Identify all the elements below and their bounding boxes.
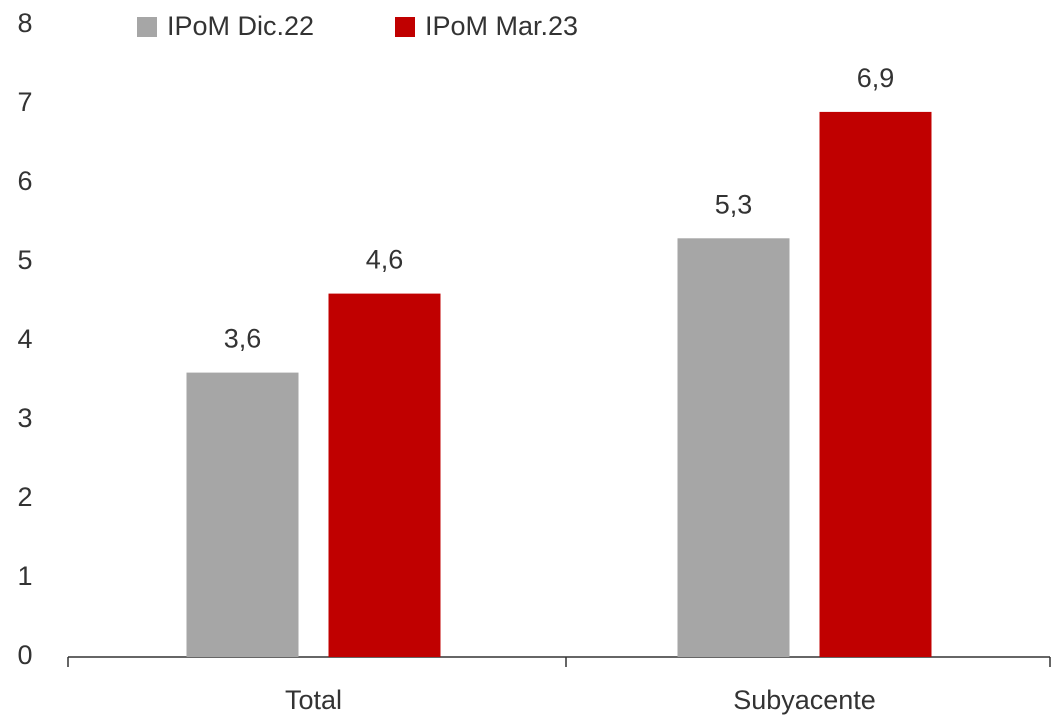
bar — [328, 293, 441, 657]
bar — [186, 372, 299, 657]
value-label: 5,3 — [715, 189, 753, 219]
y-tick-label: 8 — [17, 8, 32, 38]
value-label: 3,6 — [224, 324, 262, 354]
y-tick-label: 6 — [17, 166, 32, 196]
legend-swatch — [395, 17, 415, 37]
y-tick-label: 5 — [17, 245, 32, 275]
value-label: 4,6 — [366, 245, 404, 275]
y-tick-label: 2 — [17, 482, 32, 512]
legend-swatch — [137, 17, 157, 37]
y-tick-label: 3 — [17, 403, 32, 433]
bar — [677, 238, 790, 658]
x-tick-label: Subyacente — [733, 685, 876, 715]
x-tick-label: Total — [285, 685, 342, 715]
legend-label: IPoM Mar.23 — [425, 11, 578, 41]
value-label: 6,9 — [857, 63, 895, 93]
y-tick-label: 1 — [17, 561, 32, 591]
y-tick-label: 7 — [17, 87, 32, 117]
y-tick-label: 0 — [17, 640, 32, 670]
bar — [819, 111, 932, 657]
y-tick-label: 4 — [17, 324, 32, 354]
legend-label: IPoM Dic.22 — [167, 11, 314, 41]
